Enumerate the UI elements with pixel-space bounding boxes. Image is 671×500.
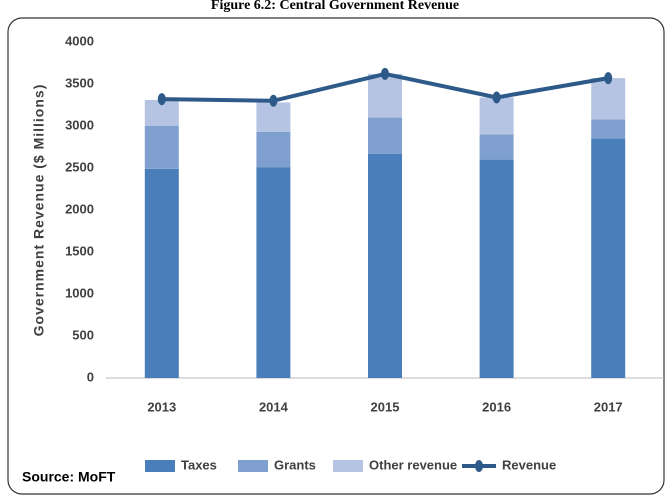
- y-tick-label: 1500: [65, 243, 94, 258]
- x-tick-label: 2014: [259, 399, 289, 414]
- y-tick-label: 0: [87, 369, 94, 384]
- legend-swatch: [145, 460, 175, 472]
- x-tick-label: 2015: [371, 399, 400, 414]
- y-axis-label: Government Revenue ($ Millions): [31, 84, 47, 337]
- y-tick-label: 2500: [65, 159, 94, 174]
- bar: [591, 138, 626, 378]
- bar: [256, 167, 291, 378]
- y-tick-label: 1000: [65, 285, 94, 300]
- legend-label: Taxes: [181, 457, 217, 472]
- y-tick-label: 3500: [65, 75, 94, 90]
- legend-swatch: [333, 460, 363, 472]
- bar: [368, 153, 402, 378]
- y-tick-label: 4000: [65, 33, 94, 48]
- bar: [479, 134, 514, 160]
- x-tick-label: 2013: [147, 399, 176, 414]
- bar: [479, 159, 514, 378]
- legend-label: Other revenue: [369, 457, 457, 472]
- legend-label: Revenue: [502, 457, 556, 472]
- bar: [256, 131, 291, 168]
- source-note: Source: MoFT: [22, 469, 116, 485]
- revenue-marker: [604, 72, 613, 85]
- bar: [144, 126, 179, 169]
- bar: [591, 78, 626, 120]
- bar: [591, 119, 626, 139]
- y-tick-label: 500: [72, 327, 94, 342]
- revenue-marker: [381, 67, 389, 80]
- y-tick-label: 3000: [65, 117, 94, 132]
- bar: [368, 73, 402, 118]
- bar: [256, 102, 291, 132]
- revenue-marker: [269, 94, 278, 107]
- chart-frame: [7, 17, 665, 495]
- bar: [368, 117, 402, 154]
- x-tick-label: 2017: [594, 399, 623, 414]
- legend-swatch: [475, 460, 483, 472]
- legend-label: Grants: [274, 457, 316, 472]
- legend-swatch: [238, 460, 268, 472]
- y-tick-label: 2000: [65, 201, 94, 216]
- revenue-marker: [492, 91, 501, 104]
- bar: [479, 97, 514, 135]
- revenue-marker: [157, 93, 166, 106]
- chart-title: Figure 6.2: Central Government Revenue: [211, 0, 459, 13]
- x-tick-label: 2016: [482, 399, 511, 414]
- bar: [144, 168, 179, 378]
